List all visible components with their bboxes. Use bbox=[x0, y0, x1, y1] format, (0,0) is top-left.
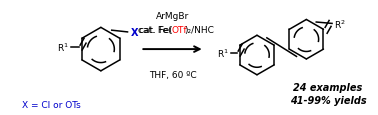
Text: OTf: OTf bbox=[172, 26, 187, 34]
Text: X = Cl or OTs: X = Cl or OTs bbox=[22, 100, 81, 109]
Text: R$^1$: R$^1$ bbox=[217, 47, 229, 60]
Text: 24 examples: 24 examples bbox=[293, 82, 363, 92]
Text: R$^1$: R$^1$ bbox=[57, 42, 69, 54]
Text: THF, 60 ºC: THF, 60 ºC bbox=[149, 71, 196, 80]
Text: R$^2$: R$^2$ bbox=[334, 18, 346, 30]
Text: 41-99% yields: 41-99% yields bbox=[290, 96, 366, 106]
Text: X: X bbox=[131, 28, 138, 38]
Text: ArMgBr: ArMgBr bbox=[156, 12, 189, 21]
Text: cat. Fe(: cat. Fe( bbox=[139, 26, 172, 34]
Text: )₂/NHC: )₂/NHC bbox=[184, 26, 214, 34]
Text: cat. Fe(: cat. Fe( bbox=[138, 26, 172, 34]
